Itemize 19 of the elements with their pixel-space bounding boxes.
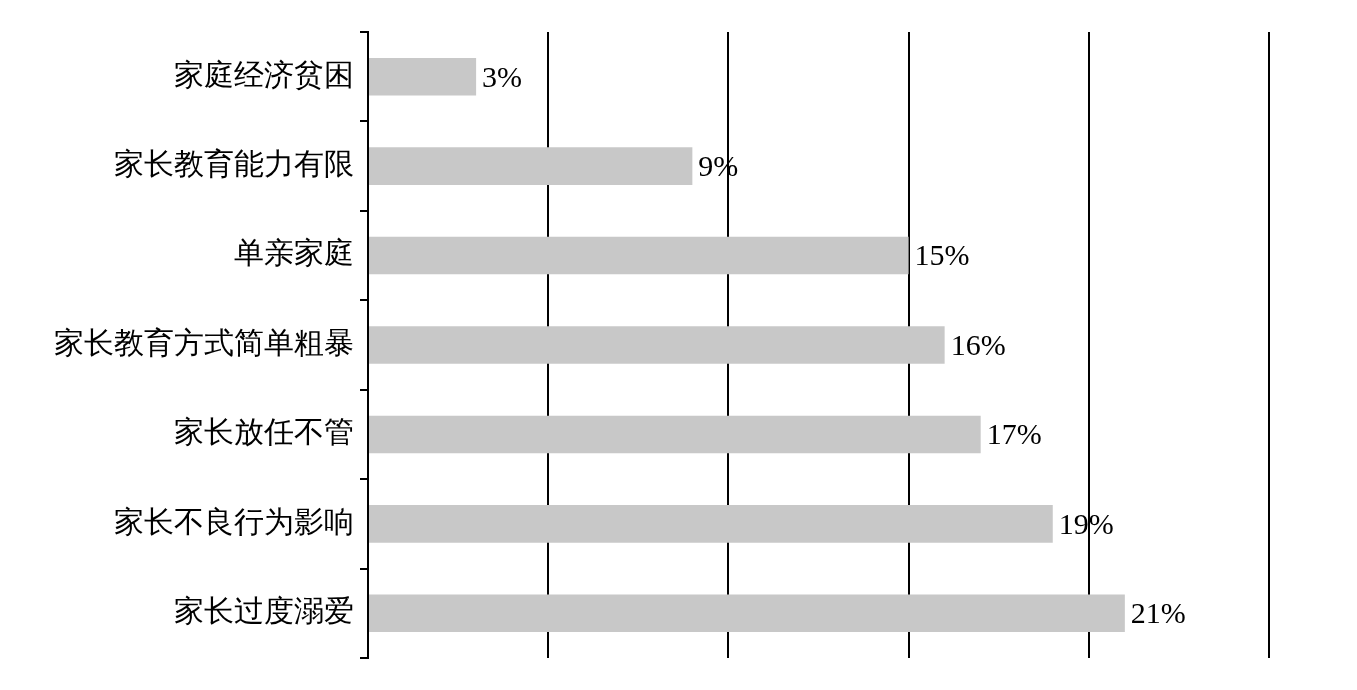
bar — [369, 594, 1125, 633]
data-label: 3% — [482, 59, 523, 93]
bar — [369, 236, 909, 275]
y-tick-label: 家庭经济贫困 — [174, 57, 354, 91]
bar — [369, 415, 981, 454]
bar — [369, 57, 477, 96]
bar — [369, 505, 1053, 543]
y-tick-label: 家长过度溺爱 — [174, 594, 354, 628]
y-tick-label: 家长放任不管 — [174, 415, 354, 449]
y-tick-label: 家长教育能力有限 — [114, 147, 354, 181]
data-label: 21% — [1130, 596, 1186, 630]
y-tick-label: 单亲家庭 — [234, 236, 354, 270]
bar — [369, 326, 945, 364]
data-label: 16% — [950, 327, 1006, 361]
bar — [369, 147, 693, 185]
y-tick-label: 家长教育方式简单粗暴 — [54, 325, 354, 359]
data-label: 17% — [986, 417, 1042, 451]
y-tick-label: 家长不良行为影响 — [114, 504, 354, 538]
data-label: 15% — [914, 238, 970, 272]
